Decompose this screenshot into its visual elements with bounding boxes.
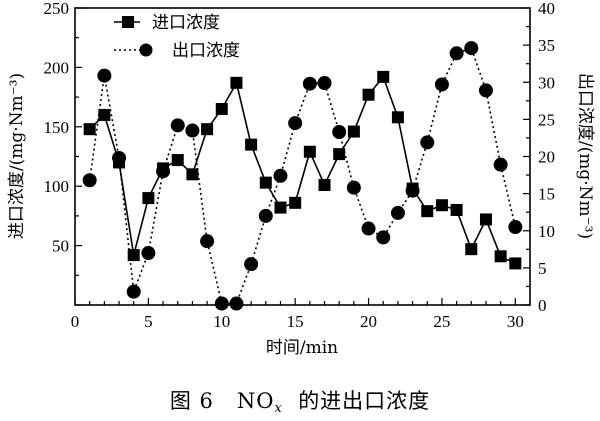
caption-prefix: 图 6 [169,389,214,413]
inlet-point [186,168,199,181]
outlet-point [420,135,435,150]
y-tick-label: 250 [44,0,70,18]
y2-tick-label: 40 [538,0,555,18]
outlet-point [126,284,141,299]
caption-suffix: 的进出口浓度 [298,389,431,413]
y2-tick-label: 10 [538,222,555,241]
outlet-point [405,183,420,198]
outlet-point [97,68,112,83]
plot-frame [74,7,531,306]
outlet-point [112,150,127,165]
y2-tick-label: 30 [538,73,555,92]
inlet-point [201,123,214,136]
x-axis-label: 时间/min [266,338,338,358]
inlet-point [289,196,302,209]
y2-tick-label: 20 [538,148,555,167]
inlet-point [171,154,184,167]
y2-tick-label: 35 [538,36,555,55]
outlet-point [390,205,405,220]
caption-formula: NO [236,389,275,413]
outlet-point [449,46,464,61]
inlet-point [421,205,434,218]
legend-label-inlet: 进口浓度 [152,13,220,33]
outlet-point [464,41,479,56]
x-tick-label: 30 [507,312,524,331]
outlet-point [229,296,244,311]
y-tick-label: 50 [52,237,69,256]
outlet-point [434,77,449,92]
y-axis-label: 进口浓度/(mg·Nm⁻³) [7,73,27,239]
outlet-point [258,208,273,223]
outlet-point [478,83,493,98]
outlet-point [156,164,171,179]
inlet-point [318,179,331,192]
y-tick-label: 200 [44,58,70,77]
y-tick-label: 100 [44,177,70,196]
inlet-point [362,88,375,101]
outlet-point [288,116,303,131]
inlet-point [347,125,360,138]
inlet-point [274,201,287,214]
inlet-point [450,203,463,216]
legend-marker-inlet [122,16,134,28]
y2-tick-label: 15 [538,185,555,204]
inlet-point [230,76,243,89]
outlet-point [332,124,347,139]
outlet-point [376,230,391,245]
inlet-point [435,199,448,212]
inlet-point [465,243,478,256]
outlet-point [273,168,288,183]
legend-marker-outlet [139,43,153,57]
outlet-point [185,123,200,138]
inlet-point [377,70,390,83]
y2-tick-label: 25 [538,110,555,129]
inlet-point [509,257,522,270]
inlet-point [479,213,492,226]
inlet-point [494,250,507,263]
outlet-point [141,246,156,261]
outlet-point [346,180,361,195]
y2-tick-label: 0 [538,296,547,315]
inlet-point [259,176,272,189]
legend-label-outlet: 出口浓度 [172,41,240,61]
y2-axis-label: 出口浓度/(mg·Nm⁻³) [575,73,595,239]
x-tick-label: 0 [71,312,80,331]
x-tick-label: 15 [287,312,304,331]
inlet-point [303,145,316,158]
caption-formula-sub: x [274,401,283,416]
inlet-point [98,108,111,121]
legend: 进口浓度 出口浓度 [114,13,240,61]
inlet-point [333,148,346,161]
x-tick-label: 10 [213,312,230,331]
outlet-point [170,118,185,133]
outlet-point [214,296,229,311]
outlet-point [508,220,523,235]
outlet-point [361,221,376,236]
inlet-point [245,138,258,151]
outlet-point [200,234,215,249]
inlet-point [391,111,404,124]
outlet-point [244,257,259,272]
y-tick-label: 150 [44,118,70,137]
outlet-point [317,75,332,90]
x-tick-label: 20 [360,312,377,331]
x-tick-label: 25 [433,312,450,331]
figure-caption: 图 6 NOx 的进出口浓度 [0,385,600,416]
inlet-point [142,192,155,205]
inlet-point [215,102,228,115]
outlet-point [493,157,508,172]
inlet-point [83,123,96,136]
x-tick-label: 5 [144,312,153,331]
outlet-point [302,76,317,91]
outlet-point [82,173,97,188]
y2-tick-label: 5 [538,259,547,278]
